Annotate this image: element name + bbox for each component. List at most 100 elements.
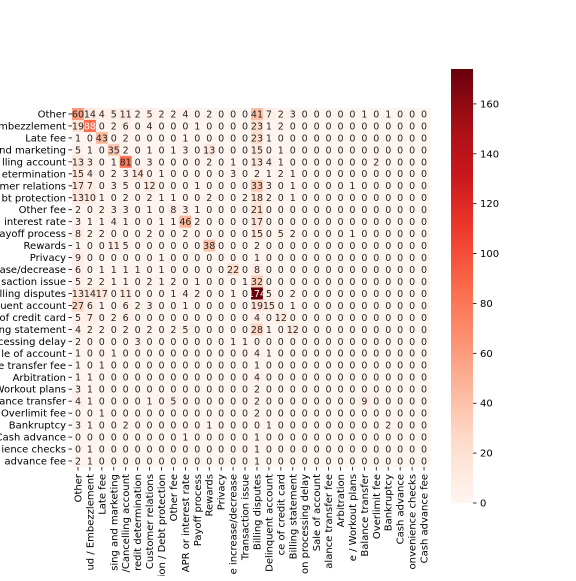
heatmap-cell bbox=[251, 419, 264, 432]
cell-value-label: 0 bbox=[278, 432, 284, 443]
heatmap-cell bbox=[191, 323, 204, 336]
heatmap-cell bbox=[191, 215, 204, 228]
cell-value-label: 0 bbox=[266, 253, 272, 264]
cell-value-label: 0 bbox=[194, 325, 200, 336]
heatmap-cell bbox=[262, 335, 276, 348]
heatmap-cell bbox=[382, 227, 395, 240]
heatmap-cell bbox=[298, 299, 311, 312]
cell-value-label: 0 bbox=[421, 145, 427, 156]
cell-value-label: 0 bbox=[147, 169, 153, 180]
heatmap-cell bbox=[346, 215, 359, 228]
heatmap-cell bbox=[370, 227, 383, 240]
heatmap-cell bbox=[358, 287, 371, 300]
cell-value-label: 2 bbox=[206, 193, 212, 204]
cell-value-label: 0 bbox=[290, 217, 296, 228]
heatmap-cell bbox=[239, 419, 252, 432]
y-axis-tick-label: advance fee bbox=[4, 457, 66, 468]
heatmap-cell bbox=[227, 131, 240, 145]
heatmap-cell bbox=[167, 455, 180, 468]
heatmap-cell bbox=[251, 371, 264, 384]
heatmap-cell bbox=[334, 239, 347, 252]
cell-value-label: 0 bbox=[242, 121, 248, 132]
cell-value-label: 5 bbox=[123, 181, 129, 192]
heatmap-cell bbox=[310, 335, 323, 348]
cell-value-label: 0 bbox=[290, 361, 296, 372]
heatmap-cell bbox=[107, 179, 121, 193]
heatmap-cell bbox=[167, 419, 180, 432]
heatmap-cell bbox=[322, 359, 335, 372]
cell-value-label: 0 bbox=[409, 349, 415, 360]
cell-value-label: 0 bbox=[302, 241, 308, 252]
cell-value-label: 0 bbox=[111, 193, 117, 204]
cell-value-label: 0 bbox=[373, 169, 379, 180]
heatmap-cell bbox=[262, 167, 276, 181]
heatmap-cell bbox=[382, 419, 395, 432]
y-axis-tick-label: ocessing delay bbox=[0, 337, 66, 348]
cell-value-label: 0 bbox=[278, 385, 284, 396]
heatmap-cell bbox=[179, 203, 192, 216]
x-axis-tick-label: Arbitration bbox=[336, 474, 347, 527]
heatmap-cell bbox=[203, 131, 216, 145]
heatmap-cell bbox=[95, 239, 109, 252]
heatmap-cell bbox=[286, 455, 300, 468]
cell-value-label: 15 bbox=[251, 229, 263, 240]
heatmap-cell bbox=[155, 251, 168, 264]
heatmap-cell bbox=[370, 335, 383, 348]
cell-value-label: 2 bbox=[123, 421, 129, 432]
heatmap-cell bbox=[131, 407, 144, 420]
cell-value-label: 0 bbox=[123, 432, 129, 443]
heatmap-cell bbox=[382, 371, 395, 384]
heatmap-cell bbox=[203, 419, 216, 432]
cell-value-label: 1 bbox=[75, 361, 81, 372]
heatmap-cell bbox=[167, 203, 180, 216]
colorbar-tick-label: 80 bbox=[480, 299, 493, 310]
heatmap-cell bbox=[203, 179, 216, 193]
heatmap-cell bbox=[131, 323, 144, 336]
cell-value-label: 1 bbox=[147, 397, 153, 408]
heatmap-cell bbox=[334, 395, 347, 408]
cell-value-label: 0 bbox=[337, 133, 343, 144]
heatmap-cell bbox=[107, 203, 121, 216]
cell-value-label: 1 bbox=[158, 265, 164, 276]
cell-value-label: 8 bbox=[75, 229, 81, 240]
heatmap-cell bbox=[167, 143, 180, 157]
cell-value-label: 0 bbox=[158, 121, 164, 132]
cell-value-label: 0 bbox=[302, 181, 308, 192]
heatmap-cell bbox=[191, 239, 204, 252]
cell-value-label: 0 bbox=[111, 289, 117, 300]
cell-value-label: 0 bbox=[409, 397, 415, 408]
cell-value-label: 0 bbox=[290, 145, 296, 156]
heatmap-cell bbox=[107, 311, 121, 324]
cell-value-label: 0 bbox=[349, 265, 355, 276]
heatmap-cell bbox=[286, 143, 300, 157]
heatmap-cell bbox=[239, 131, 252, 145]
heatmap-cell bbox=[179, 215, 192, 228]
heatmap-cell bbox=[203, 143, 216, 157]
heatmap-cell bbox=[107, 383, 121, 396]
cell-value-label: 0 bbox=[135, 145, 141, 156]
cell-value-label: 0 bbox=[135, 229, 141, 240]
heatmap-cell bbox=[179, 287, 192, 300]
cell-value-label: 0 bbox=[385, 121, 391, 132]
heatmap-cell bbox=[418, 275, 431, 288]
heatmap-cell bbox=[346, 287, 359, 300]
cell-value-label: 0 bbox=[326, 373, 332, 384]
cell-value-label: 17 bbox=[251, 217, 263, 228]
heatmap-cell bbox=[334, 371, 347, 384]
heatmap-cell bbox=[394, 347, 407, 360]
cell-value-label: 0 bbox=[218, 301, 224, 312]
heatmap-cell bbox=[167, 407, 180, 420]
heatmap-cell bbox=[119, 155, 132, 169]
cell-value-label: 0 bbox=[230, 444, 236, 455]
heatmap-cell bbox=[215, 227, 228, 240]
heatmap-cell bbox=[310, 395, 323, 408]
heatmap-cell bbox=[239, 203, 252, 216]
cell-value-label: 1 bbox=[385, 109, 391, 120]
cell-value-label: 0 bbox=[349, 277, 355, 288]
cell-value-label: 0 bbox=[135, 133, 141, 144]
heatmap-cell bbox=[107, 407, 121, 420]
heatmap-cell bbox=[119, 143, 132, 157]
cell-value-label: 0 bbox=[135, 361, 141, 372]
cell-value-label: 0 bbox=[170, 265, 176, 276]
heatmap-cell bbox=[167, 275, 180, 288]
